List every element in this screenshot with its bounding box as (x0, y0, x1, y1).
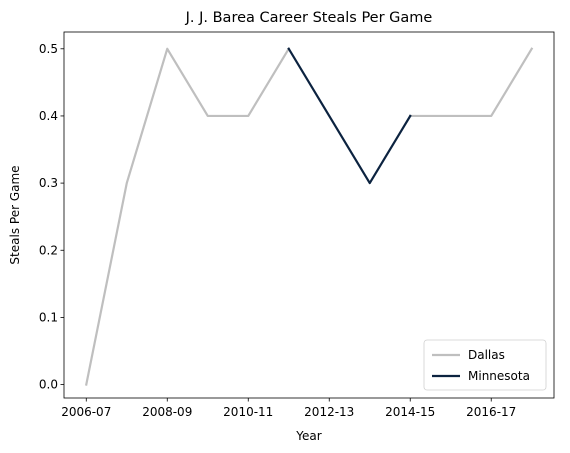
series-line-minnesota (287, 47, 412, 185)
series-line-dallas (409, 47, 534, 118)
y-tick-label: 0.4 (39, 109, 58, 123)
plot-axes: 0.0 0.1 0.2 0.3 0.4 0.5 2006-07 2008-09 2010-11 2… (39, 31, 555, 419)
y-tick-label: 0.0 (39, 378, 58, 392)
legend: Dallas Minnesota (423, 339, 547, 391)
x-tick-label: 2016-17 (466, 405, 516, 419)
y-tick-label: 0.2 (39, 243, 58, 257)
series-line-dallas (84, 47, 291, 386)
x-tick-label: 2012-13 (304, 405, 354, 419)
y-tick-label: 0.1 (39, 310, 58, 324)
x-tick-label: 2014-15 (385, 405, 435, 419)
legend-label-minnesota: Minnesota (468, 369, 530, 383)
series-lines (84, 47, 534, 386)
x-tick-label: 2008-09 (142, 405, 192, 419)
plot-frame (63, 31, 555, 399)
x-axis-label: Year (295, 429, 321, 443)
x-tick-label: 2010-11 (223, 405, 273, 419)
y-tick-label: 0.5 (39, 42, 58, 56)
legend-box (423, 339, 547, 391)
y-axis-label: Steals Per Game (8, 165, 22, 264)
y-tick-label: 0.3 (39, 176, 58, 190)
x-tick-label: 2006-07 (61, 405, 111, 419)
legend-label-dallas: Dallas (468, 348, 505, 362)
chart-title: J. J. Barea Career Steals Per Game (185, 10, 433, 26)
